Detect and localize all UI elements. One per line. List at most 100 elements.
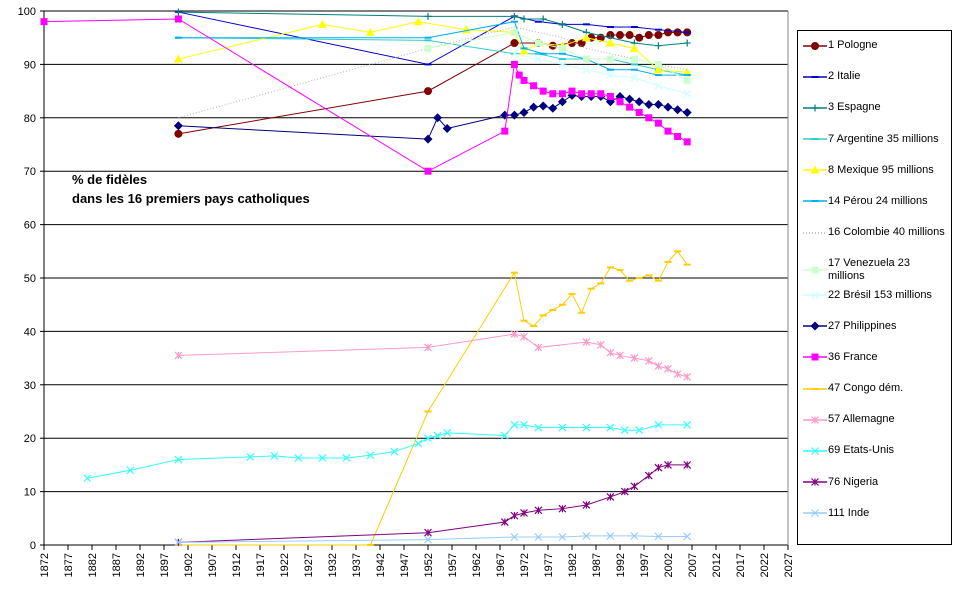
marker xyxy=(620,426,629,435)
marker xyxy=(635,426,644,435)
legend-entry: 27 Philippines xyxy=(802,320,950,333)
annotation: % de fidèles xyxy=(72,172,147,187)
legend-entry: 1 Pologne xyxy=(802,39,950,52)
marker xyxy=(644,356,653,365)
marker xyxy=(582,501,591,509)
marker xyxy=(443,428,452,437)
legend-swatch xyxy=(803,353,827,361)
x-tick-label: 1917 xyxy=(255,553,267,577)
legend-entry: 47 Congo dém. xyxy=(802,382,950,395)
legend-swatch xyxy=(803,266,827,274)
y-tick-label: 0 xyxy=(30,540,36,552)
series xyxy=(178,26,688,119)
series xyxy=(40,15,691,175)
marker xyxy=(811,353,819,361)
x-tick-label: 2027 xyxy=(783,553,795,577)
marker xyxy=(606,531,615,540)
legend-label: 1 Pologne xyxy=(828,39,878,51)
x-tick-label: 1907 xyxy=(207,553,219,577)
series-line xyxy=(178,26,688,119)
legend-swatch xyxy=(803,387,827,390)
marker xyxy=(616,31,624,40)
x-tick-label: 1902 xyxy=(183,553,195,577)
marker xyxy=(625,94,635,104)
series xyxy=(174,250,691,546)
legend-swatch xyxy=(803,291,827,299)
marker xyxy=(811,447,819,455)
marker xyxy=(558,533,567,541)
legend-entry: 69 Etats-Unis xyxy=(802,444,950,457)
marker xyxy=(294,454,303,462)
marker xyxy=(246,452,255,461)
series-line xyxy=(178,21,688,76)
legend-label: 57 Allemagne xyxy=(828,413,895,426)
series xyxy=(424,28,691,84)
series-line xyxy=(178,37,688,76)
marker xyxy=(674,132,682,140)
legend-entry: 57 Allemagne xyxy=(802,413,950,426)
marker xyxy=(534,533,543,541)
legend-entry: 14 Pérou 24 millions xyxy=(802,195,950,208)
marker xyxy=(500,431,509,440)
marker xyxy=(519,107,529,117)
x-tick-label: 1982 xyxy=(567,553,579,577)
marker xyxy=(557,97,567,107)
marker xyxy=(539,87,547,95)
legend-swatch xyxy=(803,165,827,174)
marker xyxy=(558,423,567,432)
marker xyxy=(606,71,615,80)
marker xyxy=(424,434,432,443)
marker xyxy=(683,138,691,146)
x-tick-label: 1877 xyxy=(63,553,75,577)
marker xyxy=(630,55,638,63)
legend-entry: 8 Mexique 95 millions xyxy=(802,164,950,177)
marker xyxy=(673,370,682,379)
series xyxy=(510,49,692,98)
marker xyxy=(510,28,518,36)
y-tick-label: 40 xyxy=(24,326,36,338)
legend-label: 16 Colombie 40 millions xyxy=(828,226,945,239)
marker xyxy=(433,431,442,440)
marker xyxy=(811,266,819,274)
x-tick-label: 1987 xyxy=(591,553,603,577)
marker xyxy=(510,511,519,520)
series-line xyxy=(87,424,688,479)
marker xyxy=(811,41,819,50)
marker xyxy=(510,420,519,429)
marker xyxy=(606,92,614,100)
marker xyxy=(653,65,663,74)
y-tick-label: 60 xyxy=(24,220,36,232)
marker xyxy=(424,535,432,544)
marker xyxy=(424,528,432,537)
x-tick-label: 1972 xyxy=(519,553,531,577)
marker xyxy=(630,482,639,491)
x-tick-label: 1887 xyxy=(111,553,123,577)
legend-label: 17 Venezuela 23 millions xyxy=(828,257,910,283)
marker xyxy=(605,38,615,47)
marker xyxy=(654,420,663,429)
x-tick-label: 1967 xyxy=(495,553,507,577)
marker xyxy=(673,105,683,115)
marker xyxy=(424,167,432,175)
x-tick-label: 1992 xyxy=(615,553,627,577)
marker xyxy=(515,71,523,79)
series xyxy=(174,531,692,547)
y-tick-label: 70 xyxy=(24,166,36,178)
legend-entry: 7 Argentine 35 millions xyxy=(802,133,950,146)
marker xyxy=(539,15,547,23)
marker xyxy=(413,17,423,26)
marker xyxy=(645,114,653,122)
legend-swatch xyxy=(803,231,827,234)
marker xyxy=(174,129,183,138)
series-line xyxy=(178,250,688,546)
y-tick-label: 20 xyxy=(24,433,36,445)
legend-label: 27 Philippines xyxy=(828,319,897,332)
legend-label: 76 Nigeria xyxy=(828,475,879,488)
series xyxy=(174,330,692,381)
legend-label: 8 Mexique 95 millions xyxy=(828,163,934,176)
marker xyxy=(582,65,591,74)
marker xyxy=(342,454,351,462)
marker xyxy=(606,348,615,357)
series-line xyxy=(514,53,688,95)
